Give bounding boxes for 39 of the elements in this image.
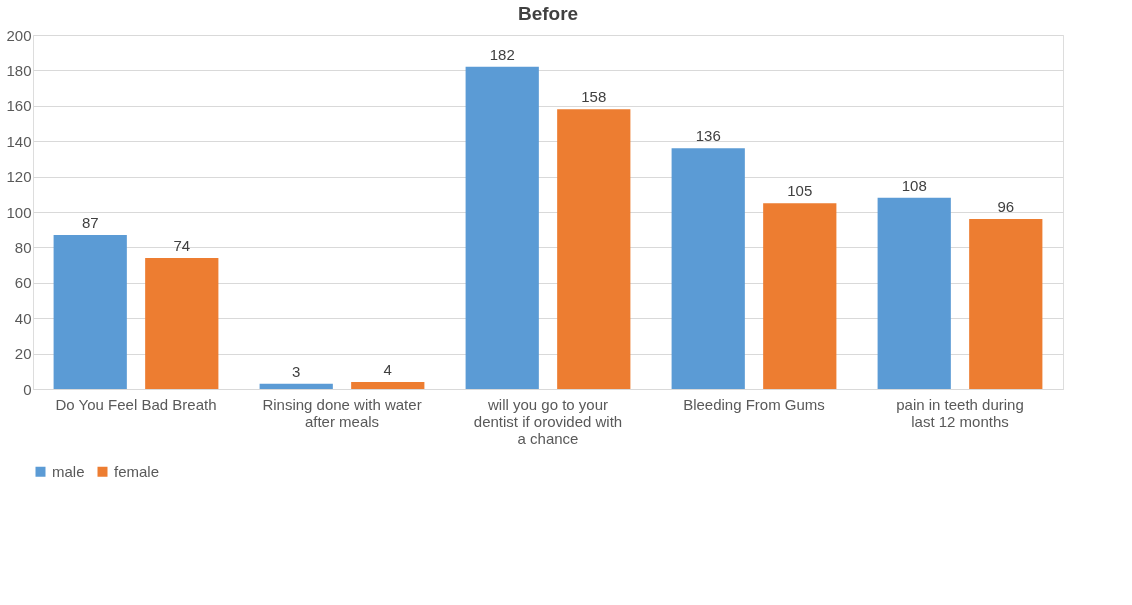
data-label: 74 — [173, 237, 191, 255]
y-tick-label: 180 — [6, 61, 32, 79]
bar — [763, 203, 837, 389]
bar — [877, 197, 951, 389]
data-label: 4 — [383, 360, 392, 378]
chart-title: Before — [517, 3, 579, 24]
y-tick-label: 60 — [14, 274, 32, 292]
y-tick-label: 160 — [6, 97, 32, 115]
bar — [969, 219, 1043, 389]
bar — [465, 66, 539, 389]
data-label: 108 — [901, 176, 927, 194]
bar — [671, 148, 745, 389]
data-label: 182 — [489, 45, 515, 63]
y-tick-label: 20 — [14, 345, 32, 363]
data-label: 158 — [581, 88, 607, 106]
x-tick-label: pain in teeth during last 12 months — [896, 395, 1024, 430]
x-tick-label: Rinsing done with water after meals — [262, 395, 422, 430]
y-tick-label: 0 — [23, 380, 32, 398]
y-tick-label: 80 — [14, 238, 32, 256]
bar — [557, 109, 631, 389]
legend-label: male — [52, 462, 85, 480]
y-tick-label: 140 — [6, 132, 32, 150]
x-tick-label: Bleeding From Gums — [683, 395, 825, 413]
bar — [351, 381, 425, 389]
data-label: 136 — [695, 127, 721, 145]
x-tick-label: will you go to your dentist if orovided with a chance — [473, 395, 623, 447]
data-label: 105 — [787, 182, 813, 200]
data-label: 96 — [997, 198, 1015, 216]
data-label: 3 — [292, 362, 301, 380]
y-tick-label: 120 — [6, 168, 32, 186]
y-tick-label: 200 — [6, 26, 32, 44]
y-tick-label: 100 — [6, 203, 32, 221]
legend-label: female — [114, 462, 160, 480]
bar — [53, 235, 127, 389]
x-tick-label: Do You Feel Bad Breath — [55, 395, 217, 413]
bar — [259, 383, 333, 389]
data-label: 87 — [81, 214, 99, 232]
y-tick-label: 40 — [14, 309, 32, 327]
bar — [145, 258, 219, 389]
